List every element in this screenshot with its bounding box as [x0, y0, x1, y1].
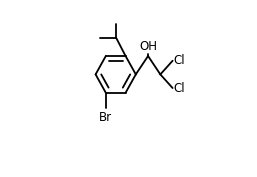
- Text: Cl: Cl: [173, 54, 185, 67]
- Text: Br: Br: [99, 110, 112, 124]
- Text: Cl: Cl: [173, 82, 185, 95]
- Text: OH: OH: [139, 40, 157, 53]
